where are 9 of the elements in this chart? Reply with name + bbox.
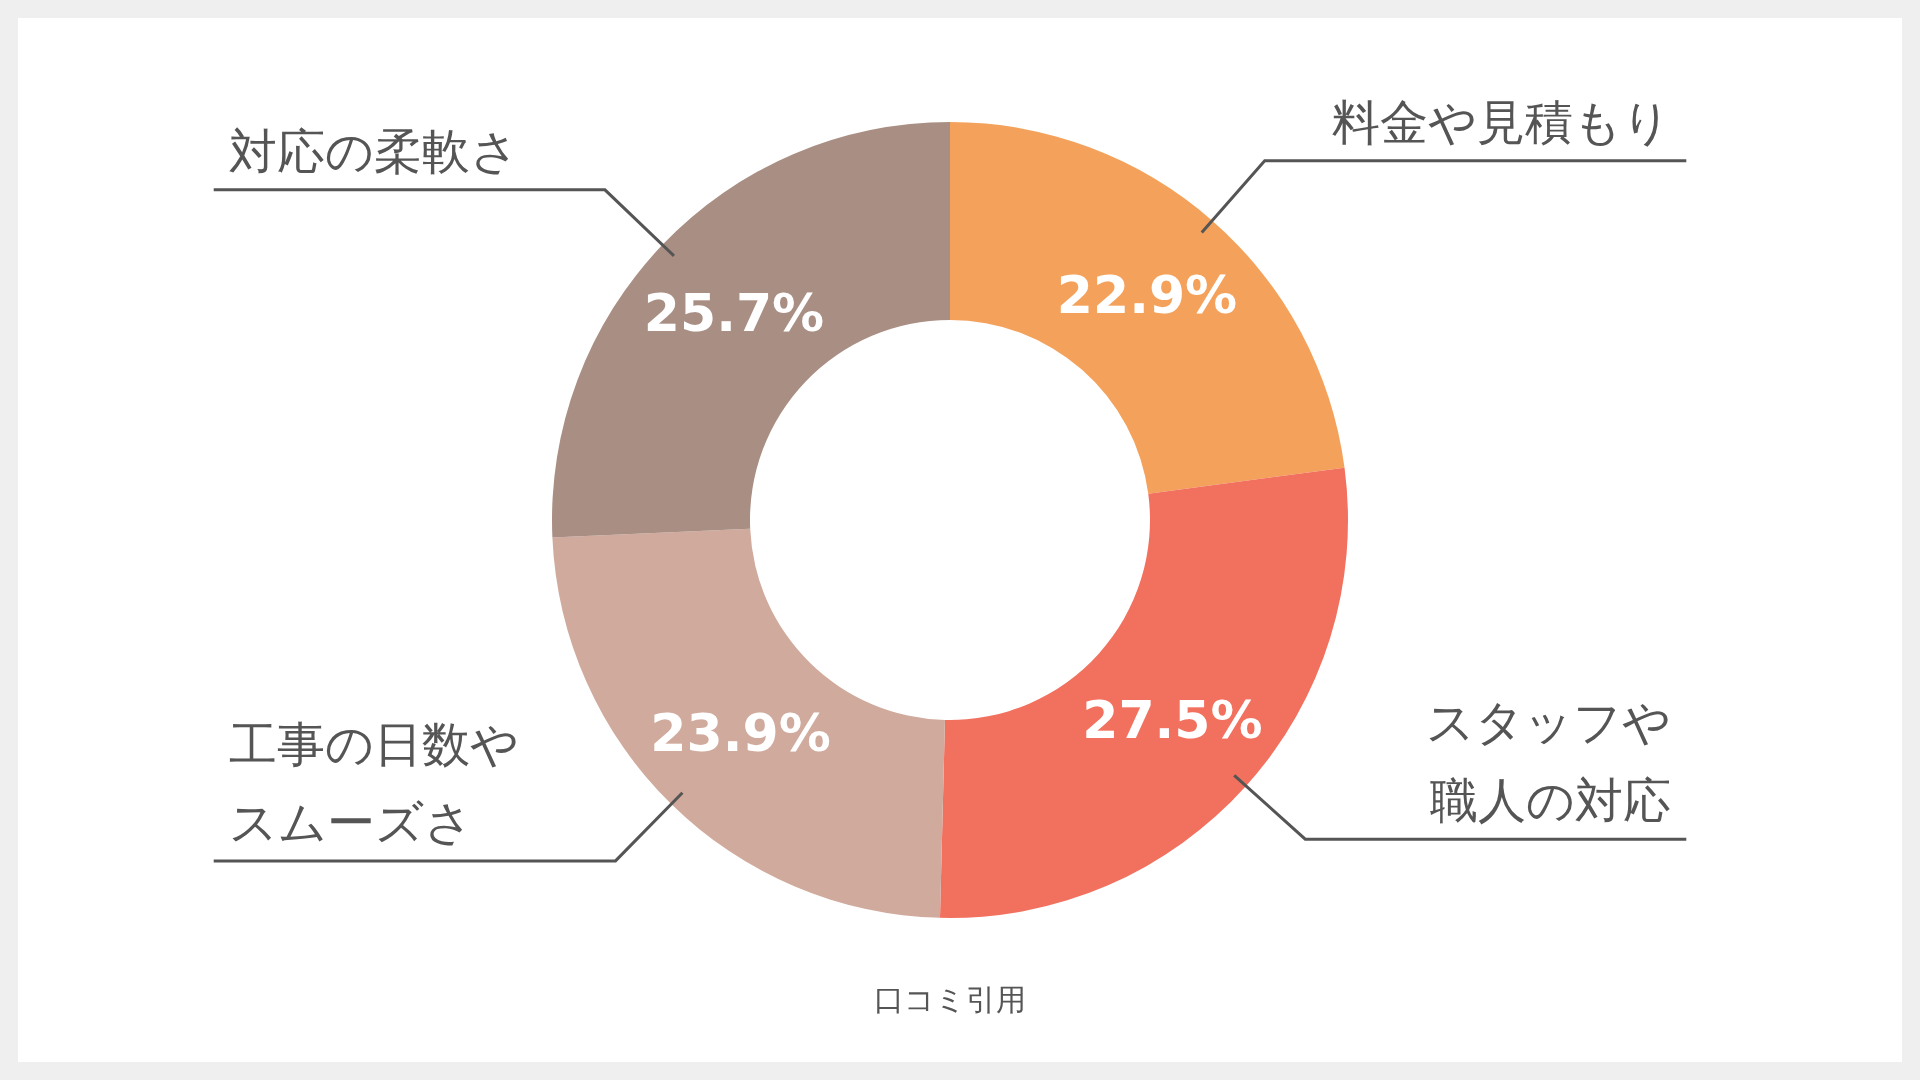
slice-label: 料金や見積もり (1332, 93, 1672, 150)
slice-label: 工事の日数やスムーズさ (228, 715, 519, 850)
text: 口コミ引用 (874, 982, 1026, 1017)
data-label: 25.7% (643, 283, 825, 344)
data-label: 27.5% (1082, 689, 1263, 750)
slice-label: 対応の柔軟さ (228, 122, 519, 179)
slice-label: スタッフや職人の対応 (1426, 694, 1672, 829)
data-label: 23.9% (650, 703, 831, 764)
data-label: 22.9% (1056, 265, 1238, 326)
